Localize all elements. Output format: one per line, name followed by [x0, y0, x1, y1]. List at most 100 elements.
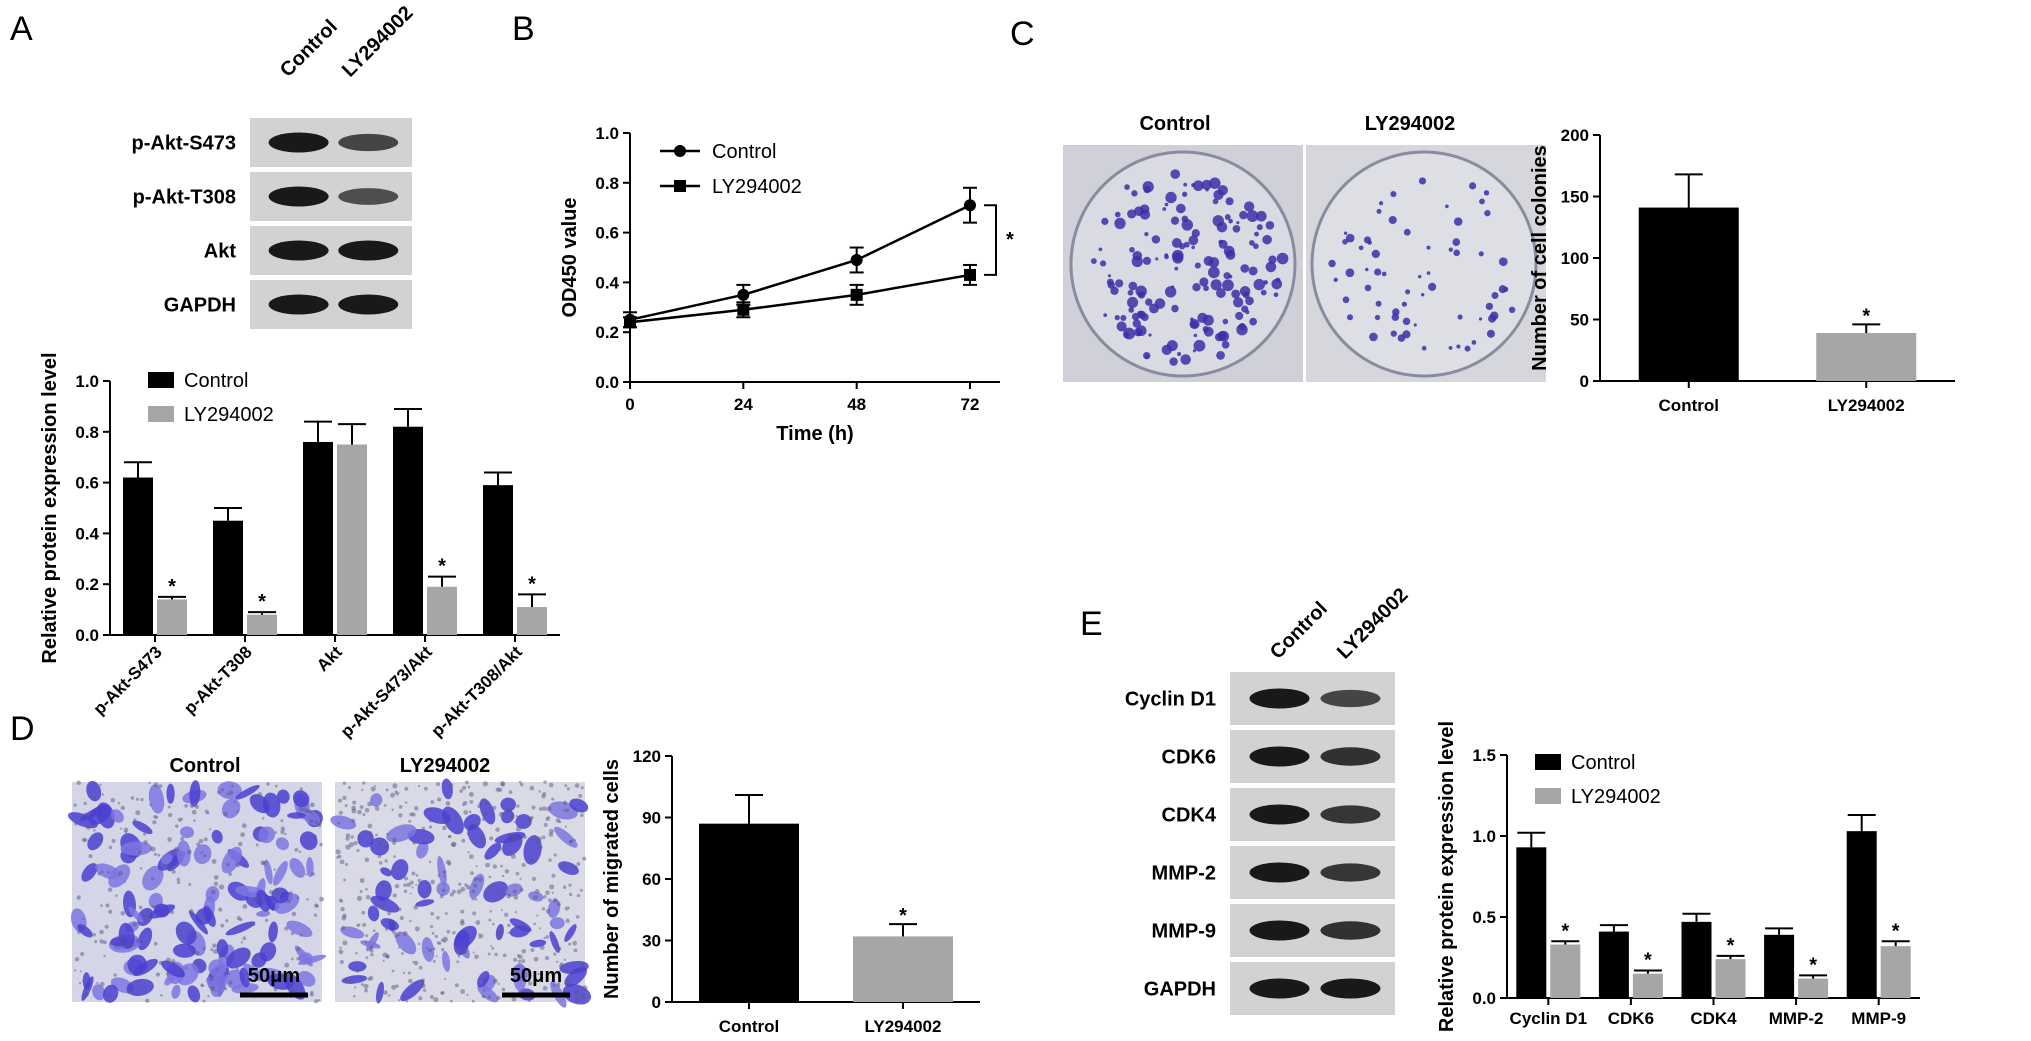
colony	[1260, 289, 1267, 296]
membrane-pore	[521, 948, 527, 954]
migrated-cell	[216, 939, 229, 958]
colony	[1139, 209, 1151, 220]
membrane-pore	[471, 999, 475, 1003]
membrane-pore	[218, 907, 223, 912]
membrane-pore	[78, 982, 82, 985]
membrane-pore	[474, 954, 479, 959]
membrane-pore	[541, 835, 546, 840]
membrane-pore	[384, 859, 388, 863]
migrated-cell	[442, 950, 451, 973]
chart-e-y-tick-label-0: 0.0	[1472, 989, 1496, 1008]
membrane-pore	[415, 873, 419, 877]
membrane-pore	[216, 968, 219, 971]
membrane-pore	[392, 930, 397, 935]
blot-e-row-label-cdk4: CDK4	[1162, 805, 1217, 827]
colony	[1503, 286, 1509, 292]
membrane-pore	[582, 856, 587, 861]
colony	[1233, 297, 1244, 308]
chart-a-bar-p-akt-t308-akt-ly294002	[517, 607, 547, 635]
membrane-pore	[432, 959, 436, 963]
membrane-pore	[511, 996, 517, 1002]
chart-a-y-tick-label-2: 0.4	[75, 524, 99, 543]
migrated-cell	[81, 863, 98, 882]
membrane-pore	[74, 969, 77, 972]
colony	[1418, 274, 1422, 279]
membrane-pore	[466, 993, 469, 996]
membrane-pore	[461, 785, 467, 790]
membrane-pore	[171, 959, 176, 964]
membrane-pore	[377, 841, 383, 846]
membrane-pore	[529, 857, 535, 862]
chart-a-x-tick-label-p-akt-t308-akt: p-Akt-T308/Akt	[428, 642, 527, 741]
colony	[1484, 210, 1491, 217]
membrane-pore	[392, 783, 398, 789]
membrane-pore	[504, 912, 509, 917]
panel-letter-d: D	[10, 710, 35, 748]
membrane-pore	[556, 960, 559, 963]
chart-e-significance-mmp-9: *	[1892, 920, 1900, 942]
migrated-cell	[275, 837, 290, 851]
membrane-pore	[495, 827, 500, 832]
membrane-pore	[81, 837, 86, 842]
membrane-pore	[447, 835, 451, 839]
membrane-pore	[106, 870, 110, 874]
colony	[1245, 310, 1250, 315]
membrane-pore	[345, 862, 349, 866]
migrated-cell	[297, 971, 316, 987]
membrane-pore	[412, 840, 417, 845]
chart-b: 0.0 0.2 0.4 0.6 0.8 1.0 OD450 value 0 24 48 72 Time…	[559, 124, 1014, 445]
membrane-pore	[568, 942, 572, 946]
colony	[1171, 285, 1175, 289]
membrane-pore	[536, 914, 539, 917]
colony	[1242, 291, 1250, 299]
colony	[1222, 318, 1229, 325]
colony	[1131, 255, 1143, 268]
migrated-cell	[292, 790, 310, 808]
colony	[1099, 260, 1107, 267]
membrane-pore	[548, 782, 554, 788]
membrane-pore	[280, 819, 284, 823]
membrane-pore	[152, 904, 156, 909]
membrane-pore	[155, 972, 161, 977]
colony	[1418, 177, 1427, 185]
migrated-cell	[395, 931, 417, 955]
colony	[1489, 311, 1499, 320]
membrane-pore	[567, 906, 570, 909]
membrane-pore	[198, 838, 204, 844]
membrane-pore	[541, 907, 546, 911]
blot-a-band-gapdh-lane-2	[338, 294, 399, 315]
membrane-pore	[442, 818, 448, 824]
membrane-pore	[210, 985, 216, 991]
membrane-pore	[344, 978, 348, 981]
membrane-pore	[563, 809, 566, 812]
migrated-cell	[484, 842, 502, 860]
membrane-pore	[481, 976, 486, 982]
migrated-cell	[211, 829, 223, 844]
membrane-pore	[474, 897, 478, 901]
chart-b-y-tick-label-4: 0.8	[595, 174, 619, 193]
membrane-pore	[150, 846, 156, 852]
membrane-pore	[574, 990, 581, 996]
membrane-pore	[131, 969, 135, 974]
chart-a: 0.0 0.2 0.4 0.6 0.8 1.0 Relative protein expre…	[39, 352, 560, 741]
membrane-pore	[79, 970, 82, 973]
colony	[1162, 207, 1167, 211]
colony	[1403, 228, 1411, 236]
colony	[1107, 281, 1115, 289]
membrane-pore	[255, 843, 259, 847]
membrane-pore	[552, 898, 558, 903]
membrane-pore	[176, 880, 181, 885]
membrane-pore	[126, 989, 131, 995]
colony	[1164, 254, 1169, 260]
colony	[1379, 201, 1384, 206]
blot-a-band-p-akt-s473-lane-1	[268, 132, 329, 153]
colony	[1328, 259, 1336, 268]
membrane-pore	[145, 998, 150, 1003]
chart-b-point-ly294002-2	[850, 288, 863, 301]
colony	[1170, 169, 1181, 179]
colony	[1114, 315, 1120, 321]
colony	[1110, 286, 1119, 295]
migrated-cell	[564, 924, 577, 942]
migrated-cell	[306, 857, 314, 878]
membrane-pore	[493, 978, 498, 984]
